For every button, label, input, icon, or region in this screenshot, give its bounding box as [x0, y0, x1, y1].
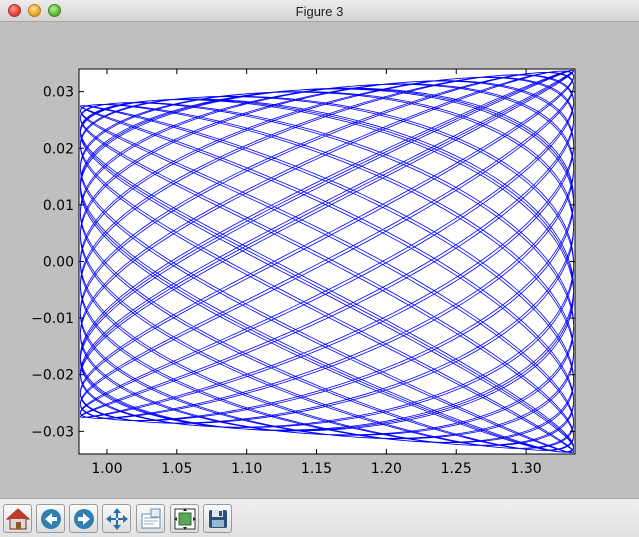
save-icon: [209, 510, 227, 528]
window-title: Figure 3: [295, 4, 344, 19]
home-icon: [6, 508, 30, 530]
minimize-window-button[interactable]: [28, 4, 41, 17]
x-tick-label: 1.10: [231, 461, 262, 477]
figure-canvas[interactable]: 1.00 1.05 1.10 1.15 1.20 1.25 1.30 0.03 0.02 0.01…: [0, 22, 639, 498]
y-tick-label: 0.01: [43, 198, 74, 214]
plot-area[interactable]: 1.00 1.05 1.10 1.15 1.20 1.25 1.30 0.03 0.02 0.01…: [0, 22, 639, 498]
arrow-left-icon: [41, 509, 61, 529]
navigation-toolbar: [0, 498, 639, 537]
y-tick-label: −0.01: [31, 311, 74, 327]
y-tick-label: −0.03: [31, 424, 74, 440]
save-button[interactable]: [203, 504, 232, 533]
trajectory-line: [79, 69, 575, 454]
axes-frame: [78, 68, 576, 455]
configure-subplots-button[interactable]: [170, 504, 199, 533]
axes-background: [79, 69, 575, 454]
x-tick-label: 1.20: [371, 461, 402, 477]
close-window-button[interactable]: [8, 4, 21, 17]
move-icon: [106, 508, 128, 530]
y-tick-label: 0.00: [43, 255, 74, 271]
zoom-button[interactable]: [136, 504, 165, 533]
x-tick-label: 1.15: [301, 461, 332, 477]
x-tick-label: 1.30: [511, 461, 542, 477]
zoom-window-button[interactable]: [48, 4, 61, 17]
y-tick-label: −0.02: [31, 368, 74, 384]
y-tick-label: 0.02: [43, 141, 74, 157]
arrow-right-icon: [74, 509, 94, 529]
y-tick-label: 0.03: [43, 85, 74, 101]
trajectory-series: [79, 69, 575, 454]
axis-ticks: 1.00 1.05 1.10 1.15 1.20 1.25 1.30 0.03 0.02 0.01…: [31, 69, 575, 477]
zoom-rect-icon: [141, 508, 161, 529]
x-tick-label: 1.00: [91, 461, 122, 477]
pan-button[interactable]: [102, 504, 131, 533]
subplots-icon: [174, 508, 196, 530]
x-tick-label: 1.05: [161, 461, 192, 477]
x-tick-label: 1.25: [441, 461, 472, 477]
back-button[interactable]: [36, 504, 65, 533]
title-bar: Figure 3: [0, 0, 639, 22]
home-button[interactable]: [3, 504, 32, 533]
forward-button[interactable]: [69, 504, 98, 533]
